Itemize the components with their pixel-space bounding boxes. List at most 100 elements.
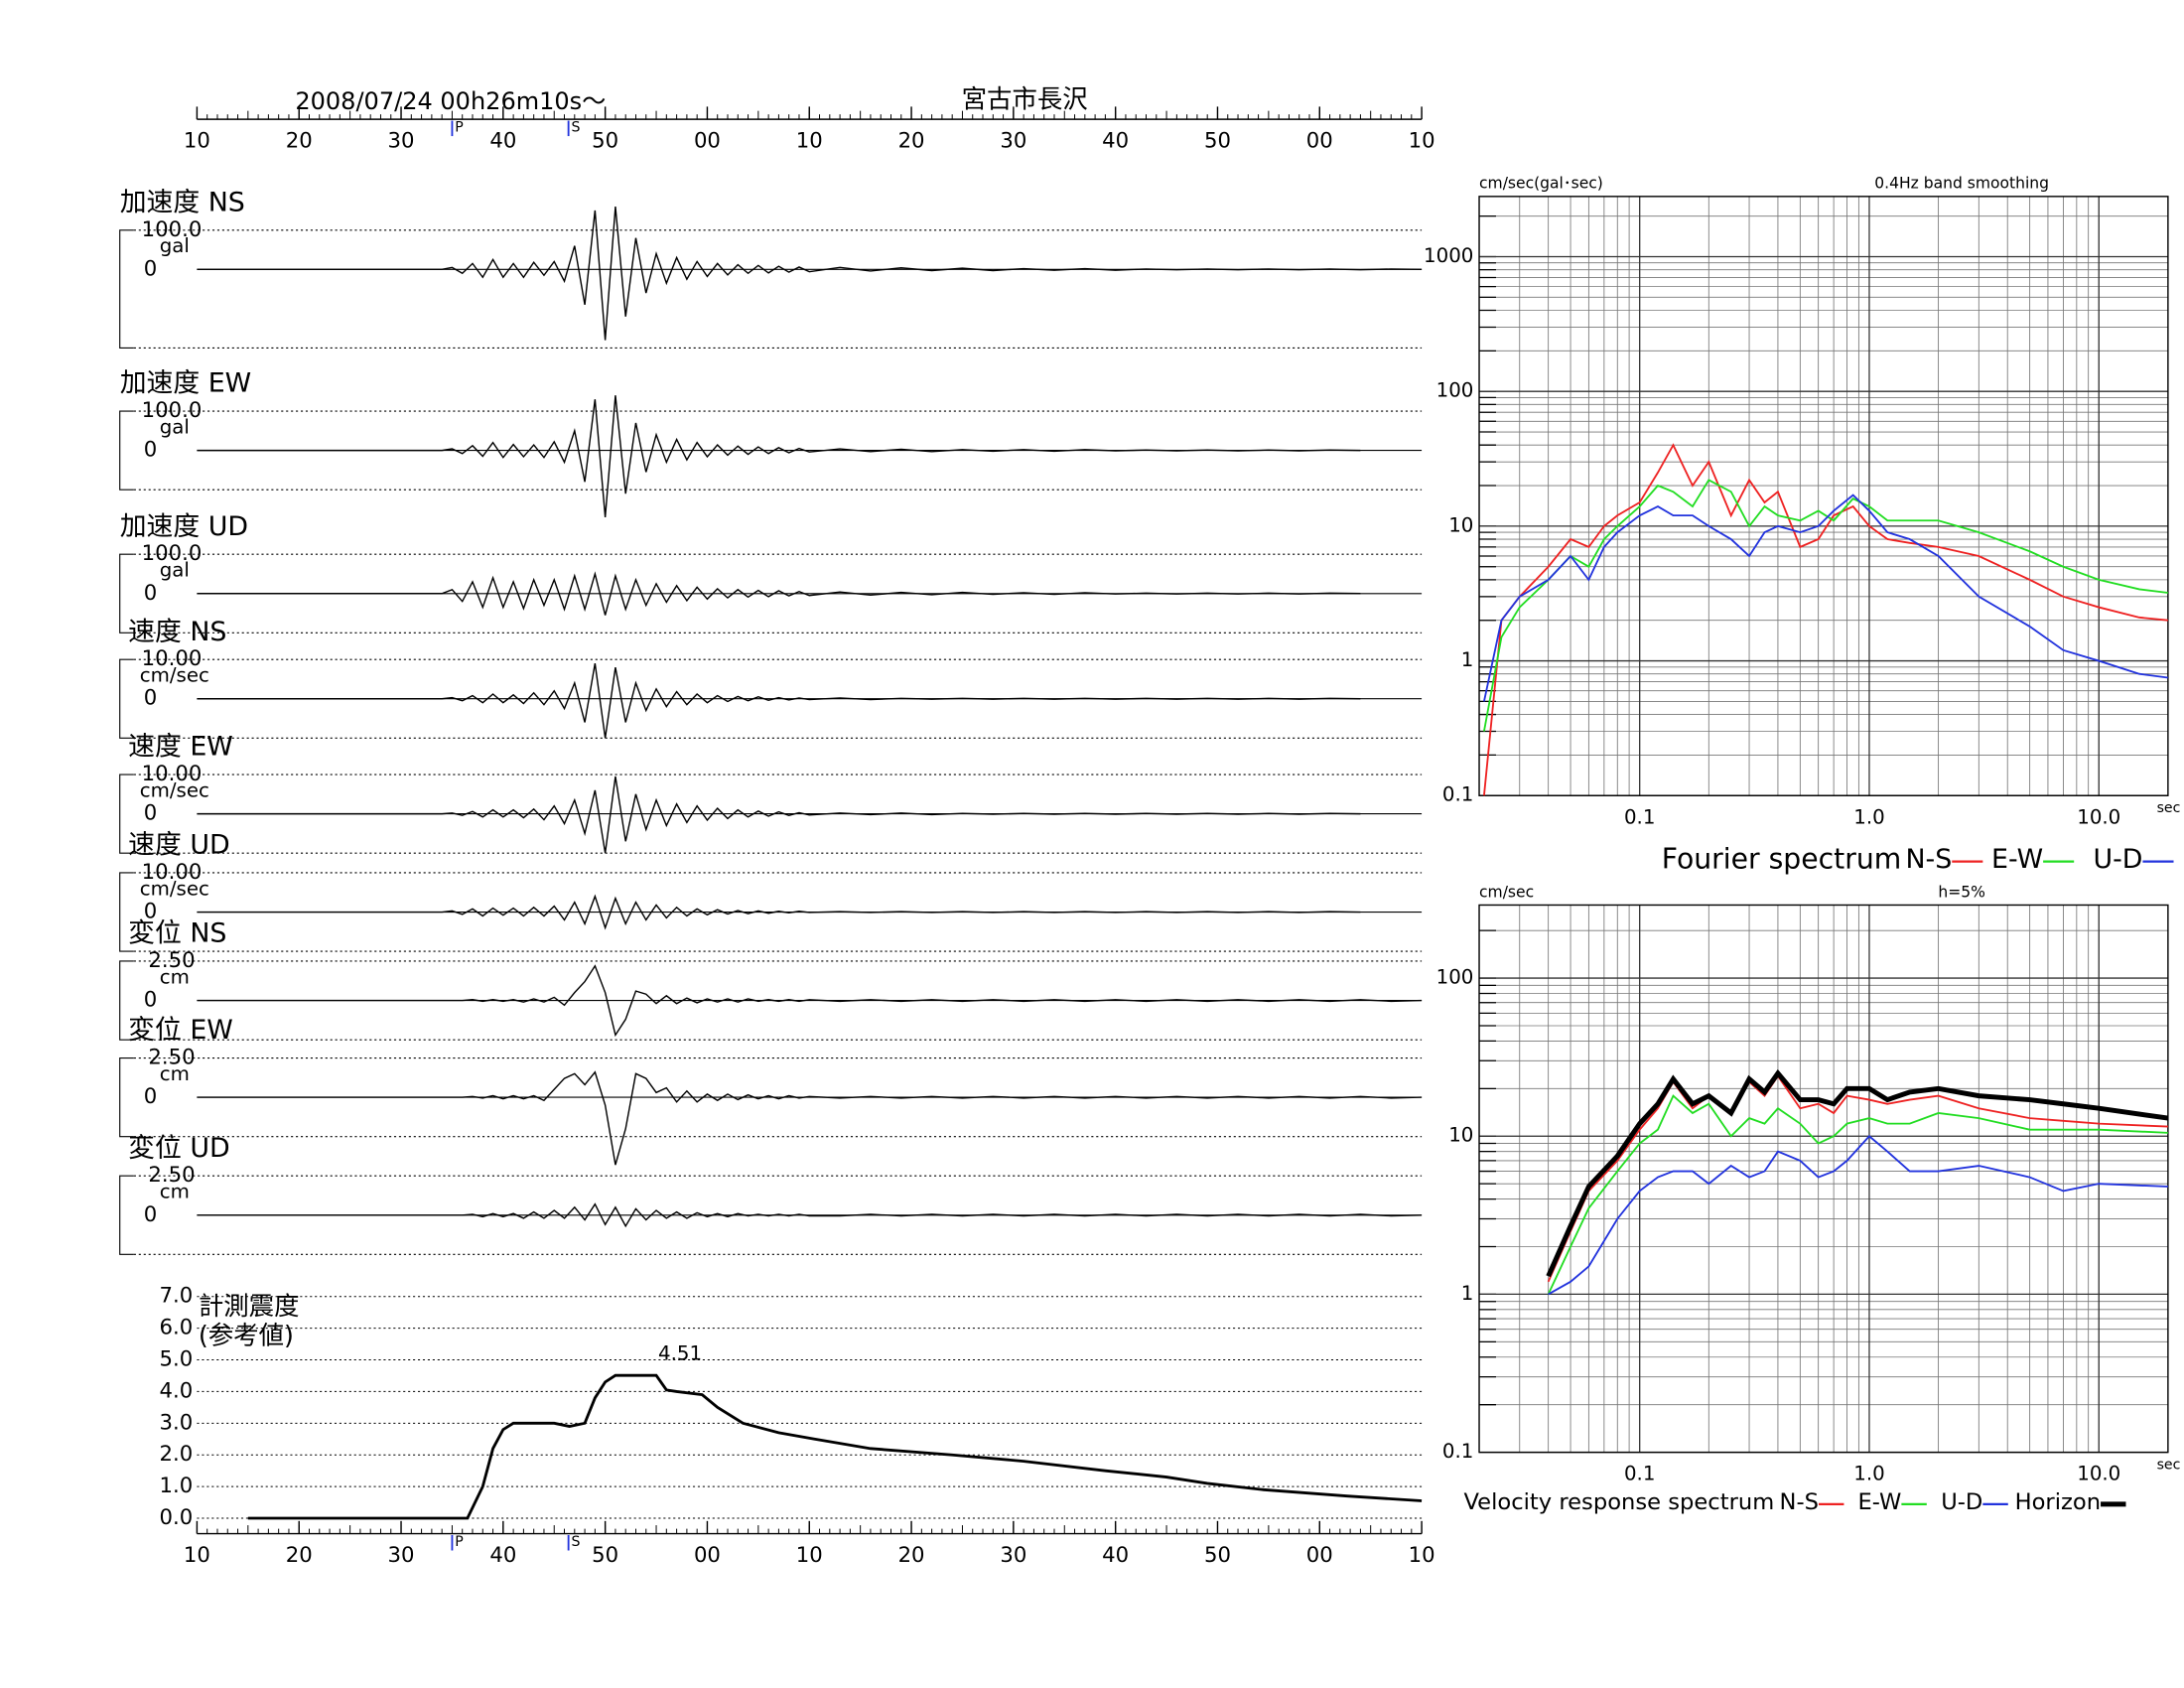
y-tick-label: 10.00 <box>142 761 203 785</box>
plot-frame <box>1478 196 2169 796</box>
legend-label: U-D <box>1941 1489 1982 1515</box>
y-tick-label: 10.00 <box>142 859 203 884</box>
legend-label: Horizon <box>2015 1489 2101 1515</box>
legend-label: N-S <box>1780 1489 1819 1515</box>
unit-label: gal <box>160 559 190 582</box>
y-tick-label: 0 <box>144 800 157 825</box>
y-tick-label: 2.50 <box>148 1162 195 1187</box>
panel-title: 変位 NS <box>128 918 226 949</box>
phase-marker-label: P <box>455 120 464 136</box>
x-tick-label: 40 <box>489 1542 516 1567</box>
spectrum-line <box>1548 1134 2168 1296</box>
x-tick-label: 1.0 <box>1853 1463 1884 1485</box>
y-tick-label: 0 <box>144 987 157 1012</box>
y-axis-label: 計測震度 <box>199 1291 300 1321</box>
x-tick-label: 10 <box>796 1542 823 1567</box>
x-tick-label: 40 <box>1102 1542 1129 1567</box>
y-tick-label: 0 <box>144 580 157 605</box>
waveform <box>197 206 1423 341</box>
y-tick-label: 2.50 <box>148 1045 195 1069</box>
waveform <box>197 894 1361 930</box>
waveform <box>197 775 1361 854</box>
y-tick-label: 1 <box>1461 648 1474 671</box>
y-tick-label: 10 <box>1448 513 1473 536</box>
y-tick-label: 0 <box>144 1083 157 1108</box>
legend-label: E-W <box>1991 844 2043 875</box>
y-tick-label: 1.0 <box>159 1473 193 1497</box>
x-tick-label: 10 <box>184 1542 210 1567</box>
spectrum-line <box>1483 493 2168 702</box>
y-tick-label: 0 <box>144 685 157 710</box>
x-tick-label: 30 <box>1000 128 1026 153</box>
y-tick-label: 2.0 <box>159 1441 193 1466</box>
waveform <box>197 1202 1423 1228</box>
panel-title: 加速度 EW <box>120 368 251 399</box>
x-tick-label: 20 <box>898 128 925 153</box>
legend-title: Fourier spectrum <box>1662 842 1902 875</box>
phase-marker-label: S <box>571 1534 580 1550</box>
scale-bracket <box>119 658 134 739</box>
y-tick-label: 10.00 <box>142 645 203 670</box>
y-tick-label: 0.0 <box>159 1504 193 1529</box>
intensity-line <box>247 1373 1423 1520</box>
x-tick-label: 30 <box>388 128 415 153</box>
unit-label: cm <box>160 1181 190 1203</box>
station-title: 宮古市長沢 <box>962 84 1088 114</box>
waveform <box>197 395 1361 517</box>
x-tick-label: 20 <box>898 1542 925 1567</box>
spectrum-line <box>1547 1074 2168 1283</box>
unit-label: cm/sec <box>140 664 209 687</box>
scale-bracket <box>119 872 134 952</box>
unit-label: gal <box>160 416 190 439</box>
x-tick-label: 20 <box>286 128 313 153</box>
x-tick-label: 10 <box>796 128 823 153</box>
scale-bracket <box>119 960 134 1041</box>
y-tick-label: 0.1 <box>1442 783 1473 806</box>
x-unit: sec <box>2157 1457 2181 1473</box>
unit-label: cm/sec <box>140 779 209 802</box>
panel-title: 変位 EW <box>128 1015 233 1046</box>
waveform <box>197 964 1423 1038</box>
waveform <box>197 663 1361 739</box>
phase-marker-label: P <box>455 1534 464 1550</box>
panel-title: 変位 UD <box>128 1133 229 1164</box>
y-tick-label: 1 <box>1461 1282 1474 1305</box>
y-tick-label: 100.0 <box>142 397 203 422</box>
x-tick-label: 00 <box>694 1542 721 1567</box>
legend-label: N-S <box>1905 844 1952 875</box>
scale-bracket <box>119 410 134 491</box>
y-tick-label: 10 <box>1448 1124 1473 1147</box>
panel-title: 加速度 UD <box>120 511 248 542</box>
x-tick-label: 20 <box>286 1542 313 1567</box>
x-tick-label: 0.1 <box>1624 805 1655 828</box>
y-tick-label: 3.0 <box>159 1409 193 1434</box>
x-tick-label: 50 <box>592 128 618 153</box>
x-tick-label: 10 <box>184 128 210 153</box>
x-tick-label: 50 <box>1204 128 1231 153</box>
unit-label: gal <box>160 234 190 257</box>
x-tick-label: 30 <box>1000 1542 1026 1567</box>
spectrum-line <box>1483 479 2168 732</box>
spectrum-line <box>1546 1068 2169 1278</box>
scale-bracket <box>119 774 134 854</box>
subtitle: 2008/07/24 00h26m10s～ <box>295 87 606 115</box>
y-tick-label: 100 <box>1436 379 1474 402</box>
panel-title: 速度 NS <box>128 617 226 647</box>
scale-bracket <box>119 1056 134 1138</box>
x-tick-label: 00 <box>1306 1542 1333 1567</box>
unit-label: cm <box>160 1062 190 1085</box>
y-axis-label: cm/sec(gal･sec) <box>1479 175 1603 193</box>
y-tick-label: 0 <box>144 437 157 462</box>
x-tick-label: 10.0 <box>2077 1463 2120 1485</box>
y-tick-label: 100.0 <box>142 540 203 565</box>
y-axis-label: cm/sec <box>1479 883 1534 901</box>
x-tick-label: 50 <box>1204 1542 1231 1567</box>
x-unit: sec <box>2157 800 2181 816</box>
panel-title: 速度 EW <box>128 732 233 763</box>
panel-title: 速度 UD <box>128 830 229 861</box>
y-tick-label: 4.0 <box>159 1377 193 1402</box>
y-tick-label: 0.1 <box>1442 1440 1473 1463</box>
annotation: 0.4Hz band smoothing <box>1874 175 2049 193</box>
